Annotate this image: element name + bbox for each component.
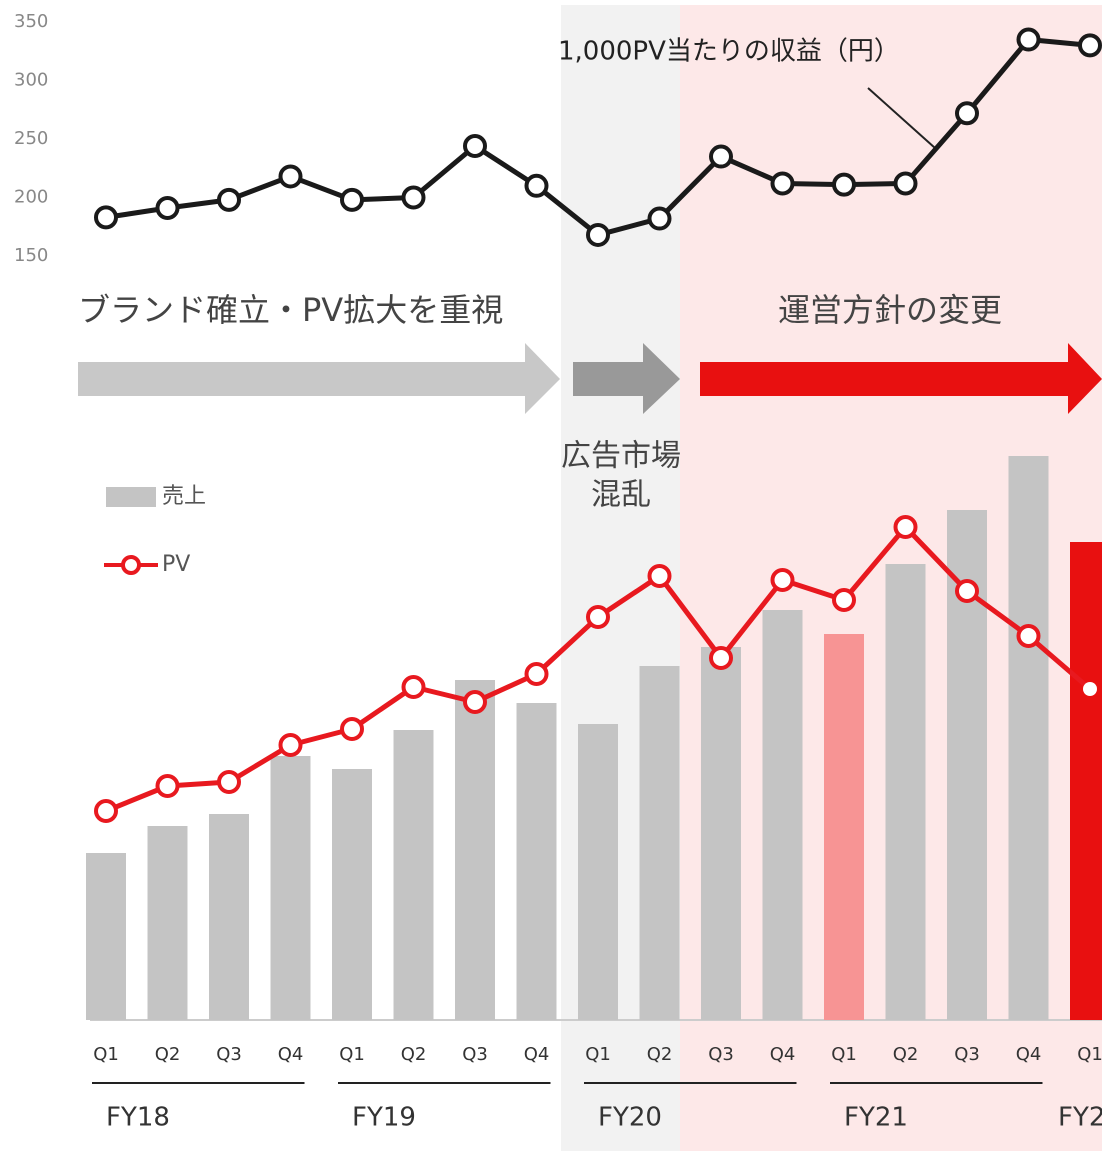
marker	[1016, 27, 1041, 52]
marker	[586, 222, 610, 247]
marker	[278, 164, 303, 189]
phase-label: ブランド確立・PV拡大を重視	[78, 291, 503, 329]
note: 混乱	[591, 478, 651, 513]
bar	[824, 634, 864, 1020]
marker	[340, 187, 364, 212]
marker	[524, 173, 549, 198]
marker	[709, 144, 733, 169]
marker	[1083, 682, 1097, 696]
marker	[893, 515, 918, 539]
bar	[578, 724, 618, 1020]
y-tick-label: 300	[14, 70, 48, 91]
marker	[155, 774, 180, 798]
marker	[1078, 33, 1102, 58]
arrow	[78, 343, 560, 414]
marker	[832, 588, 856, 612]
marker	[524, 662, 549, 686]
x-tick-label: Q2	[155, 1044, 181, 1065]
x-tick-label: Q1	[585, 1044, 611, 1065]
group-label: FY19	[352, 1103, 416, 1133]
x-tick-label: Q2	[893, 1044, 919, 1065]
marker	[340, 717, 364, 741]
marker	[647, 206, 672, 231]
arrow	[573, 343, 680, 414]
marker	[401, 675, 426, 699]
annotation: 1,000PV当たりの収益（円）	[558, 37, 900, 67]
y-tick-label: 200	[14, 187, 48, 208]
x-tick-label: Q4	[770, 1044, 796, 1065]
y-tick-label: 150	[14, 245, 48, 266]
x-tick-label: Q1	[339, 1044, 365, 1065]
marker	[955, 579, 979, 603]
x-tick-label: Q2	[401, 1044, 427, 1065]
x-tick-label: Q4	[278, 1044, 304, 1065]
marker	[647, 564, 672, 588]
bar	[1008, 456, 1049, 1020]
marker	[217, 770, 241, 794]
marker	[401, 185, 426, 210]
x-tick-label: Q4	[1016, 1044, 1042, 1065]
bar	[393, 730, 434, 1020]
marker	[278, 733, 303, 757]
bar	[332, 769, 372, 1020]
bar	[1070, 542, 1102, 1020]
x-tick-label: Q3	[708, 1044, 734, 1065]
bar	[209, 814, 249, 1020]
group-label: FY20	[598, 1103, 662, 1133]
legend-marker	[121, 555, 141, 575]
marker	[463, 134, 487, 159]
marker	[1016, 624, 1041, 648]
y-tick-label: 250	[14, 128, 48, 149]
x-tick-label: Q3	[954, 1044, 980, 1065]
bar	[455, 680, 495, 1020]
legend-label: PV	[162, 552, 190, 577]
y-tick-label: 350	[14, 11, 48, 32]
arrow	[700, 343, 1102, 414]
x-tick-label: Q2	[647, 1044, 673, 1065]
x-tick-label: Q3	[216, 1044, 242, 1065]
x-tick-label: Q3	[462, 1044, 488, 1065]
marker	[955, 101, 979, 126]
group-label: FY18	[106, 1103, 170, 1133]
x-tick-label: Q1	[831, 1044, 857, 1065]
marker	[770, 171, 795, 196]
marker	[217, 187, 241, 212]
bar	[147, 826, 188, 1020]
bar	[762, 610, 803, 1020]
bar	[270, 756, 311, 1020]
bar	[639, 666, 680, 1020]
marker	[155, 196, 180, 221]
marker	[893, 171, 918, 196]
marker	[770, 568, 795, 592]
bar	[516, 703, 557, 1020]
marker	[94, 799, 118, 823]
marker	[709, 646, 733, 670]
marker	[94, 205, 118, 230]
x-tick-label: Q1	[93, 1044, 119, 1065]
bar	[885, 564, 926, 1020]
x-tick-label: Q4	[524, 1044, 550, 1065]
marker	[832, 172, 856, 197]
marker	[463, 690, 487, 714]
group-label: FY22	[1058, 1103, 1102, 1133]
legend-label: 売上	[162, 484, 206, 509]
marker	[586, 605, 610, 629]
bar	[701, 647, 741, 1020]
leader-line	[867, 87, 936, 149]
phase-label: 運営方針の変更	[778, 291, 1002, 329]
x-tick-label: Q1	[1077, 1044, 1102, 1065]
note: 広告市場	[561, 439, 681, 474]
legend-swatch	[106, 487, 156, 507]
bar	[86, 853, 126, 1020]
group-label: FY21	[844, 1103, 908, 1133]
